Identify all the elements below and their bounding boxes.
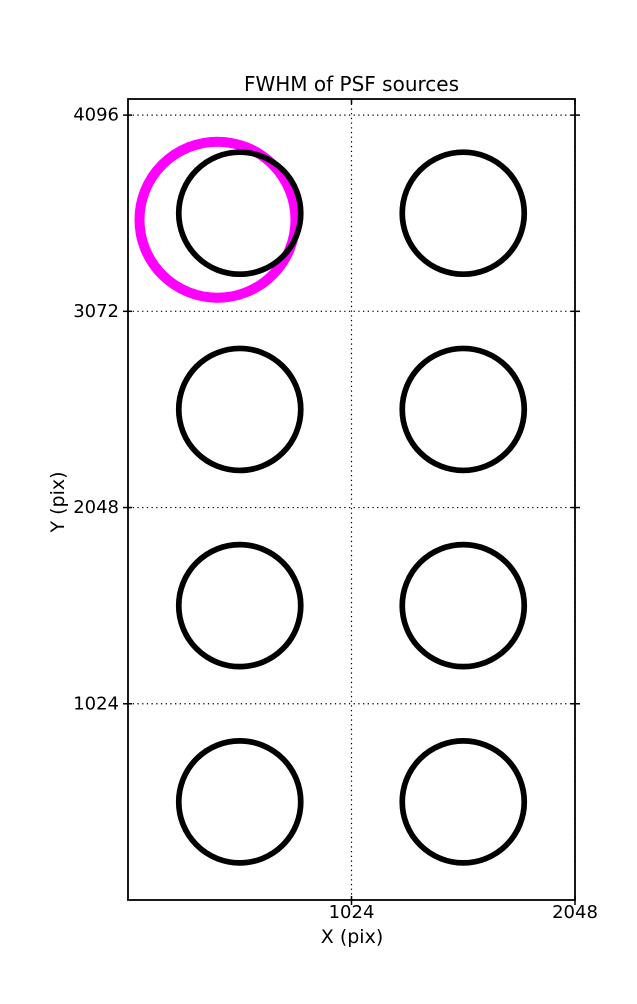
y-tick-label-2048: 2048 <box>73 497 119 518</box>
x-tick-label-1024: 1024 <box>329 902 375 923</box>
y-tick-label-1024: 1024 <box>73 693 119 714</box>
highlighted-psf-source-marker <box>134 136 301 303</box>
psf-sources-marker <box>175 738 304 866</box>
y-axis-label: Y (pix) <box>47 471 69 533</box>
y-tick-label-4096: 4096 <box>73 105 119 126</box>
plot-title: FWHM of PSF sources <box>244 72 459 96</box>
psf-sources-marker <box>175 345 304 474</box>
psf-sources-marker <box>175 541 304 670</box>
x-axis-label: X (pix) <box>321 926 383 948</box>
psf-sources-marker <box>399 345 528 474</box>
psf-sources-marker <box>399 541 528 670</box>
psf-sources-marker <box>399 149 528 278</box>
x-tick-label-2048: 2048 <box>552 902 598 923</box>
psf-sources-marker <box>399 738 528 866</box>
y-tick-label-3072: 3072 <box>73 301 119 322</box>
plot-area: 1024 2048 3072 4096 1024 2048 <box>73 98 598 923</box>
psf-sources-marker <box>175 149 304 278</box>
